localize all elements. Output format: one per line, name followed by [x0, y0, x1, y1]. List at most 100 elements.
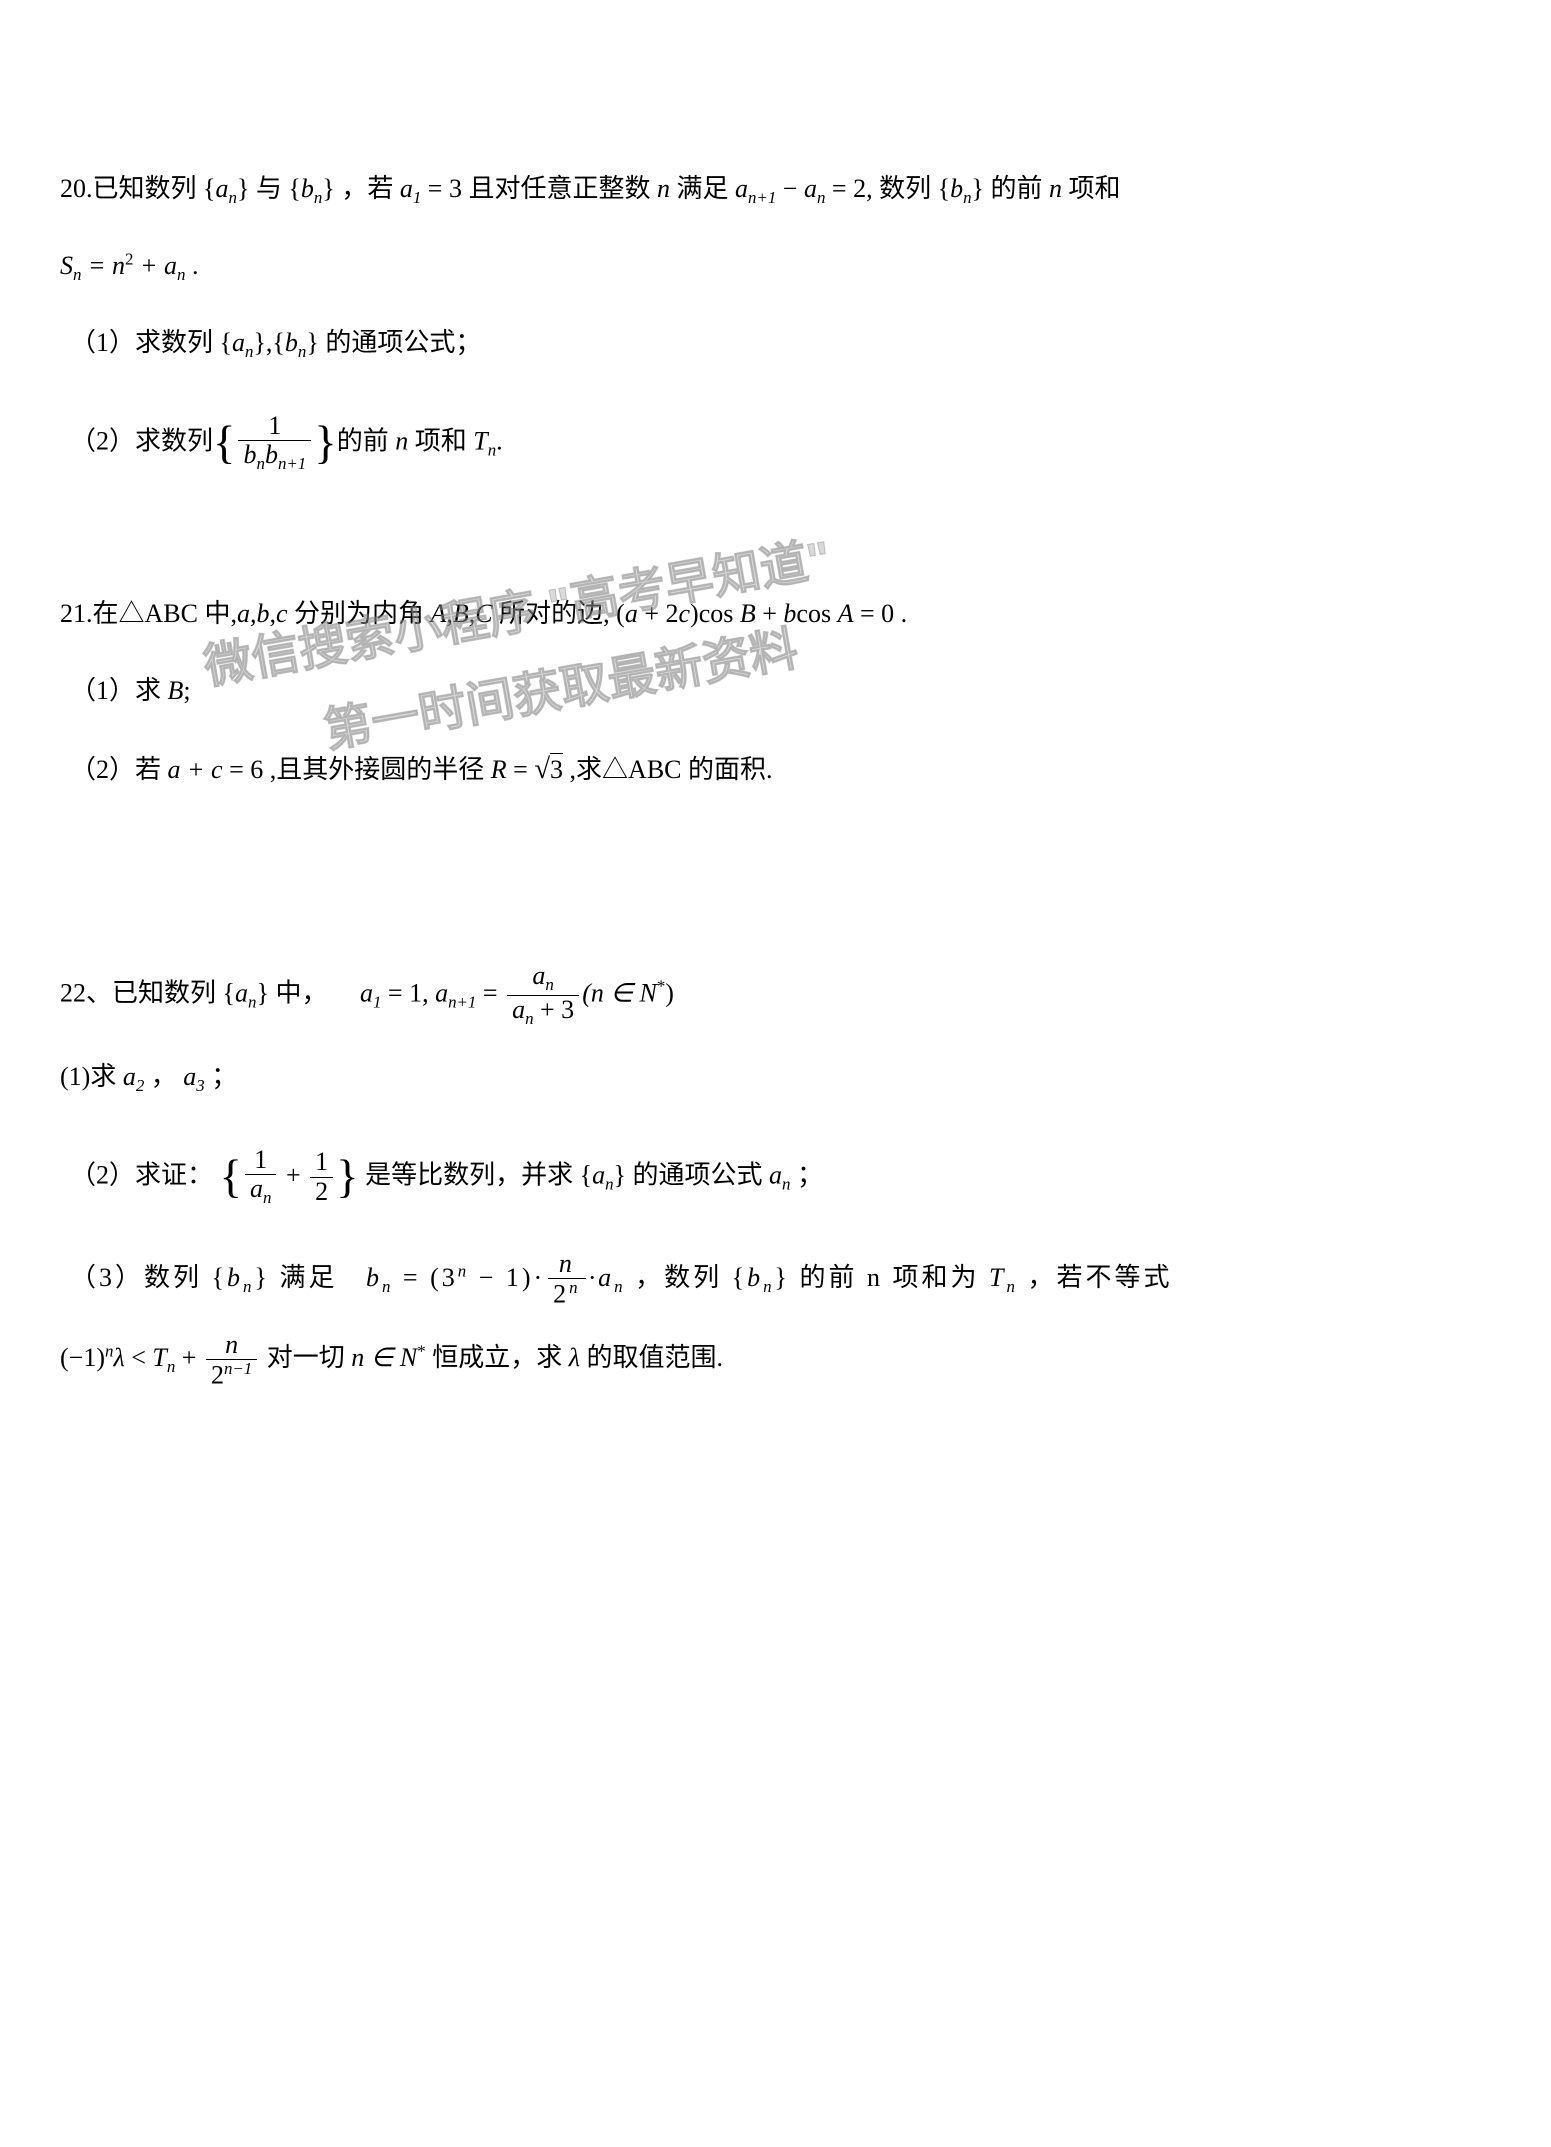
text: (−1) — [60, 1343, 105, 1372]
var-a: a — [435, 978, 448, 1007]
sub: n — [545, 975, 553, 994]
text: } 的通项公式； — [306, 328, 481, 357]
text: = 0 . — [853, 599, 907, 628]
brace: } — [775, 1263, 790, 1292]
sub-2: 2 — [136, 1077, 144, 1096]
var-ABC: A,B,C — [431, 599, 493, 628]
var-a: a — [804, 174, 817, 203]
sub-n: n — [228, 188, 236, 207]
text: 项和 — [1062, 174, 1121, 203]
text: 的取值范围. — [587, 1343, 724, 1372]
q20-sn-line: Sn = n2 + an . — [60, 237, 1491, 294]
text: ，若不等式 — [1027, 1263, 1172, 1292]
text: = n — [81, 251, 125, 280]
sqrt-icon: √ — [534, 754, 550, 785]
text: − — [776, 174, 804, 203]
brace: } — [254, 1263, 269, 1292]
sub-n1: n+1 — [448, 992, 476, 1011]
sub: n+1 — [278, 455, 306, 474]
var-a: a — [232, 328, 245, 357]
text: 在△ABC 中, — [93, 599, 237, 628]
var-n: n — [1049, 174, 1062, 203]
text: },{ — [253, 328, 284, 357]
sub: n — [263, 1189, 271, 1208]
problem-21: 21.在△ABC 中,a,b,c 分别为内角 A,B,C 所对的边, (a + … — [60, 585, 1491, 802]
text: = 3 且对任意正整数 — [421, 174, 657, 203]
brace: { — [732, 1263, 747, 1292]
var-b: b — [285, 328, 298, 357]
denominator: bnbn+1 — [238, 441, 311, 474]
q22-stem: 22、已知数列 {an} 中， a1 = 1, an+1 = anan + 3(… — [60, 962, 1491, 1029]
var-B: B — [740, 599, 756, 628]
numerator: 1 — [245, 1146, 276, 1176]
var: a — [512, 995, 525, 1024]
text: = — [476, 978, 504, 1007]
brace: } — [614, 1160, 626, 1189]
q20-stem: 20.已知数列 {an} 与 {bn} ，若 a1 = 3 且对任意正整数 n … — [60, 160, 1491, 217]
var-a: a — [400, 174, 413, 203]
sub-n: n — [243, 1277, 254, 1296]
text: 满足 — [279, 1263, 337, 1292]
q21-number: 21. — [60, 599, 93, 628]
var-lambda: λ — [569, 1343, 580, 1372]
var-b: b — [950, 174, 963, 203]
var-b: b — [227, 1263, 243, 1292]
q22-part3-line1: （3）数列 {bn} 满足 bn = (3n − 1)·n2n·an ，数列 {… — [70, 1249, 1491, 1310]
den: 2n — [548, 1279, 585, 1309]
var-a: a — [769, 1160, 782, 1189]
text: 2 — [553, 1280, 569, 1309]
text: + — [756, 599, 784, 628]
num: 1 — [310, 1148, 333, 1178]
text: （3）数列 — [70, 1263, 212, 1292]
text: + a — [133, 251, 177, 280]
text: } 的前 — [972, 174, 1049, 203]
text: 已知数列 { — [93, 174, 216, 203]
text: 的通项公式 — [633, 1160, 770, 1189]
sub-n1: n+1 — [748, 188, 776, 207]
var-T: T — [473, 426, 487, 455]
text: = (3 — [393, 1263, 457, 1292]
var-a: a — [183, 1062, 196, 1091]
sub: n — [525, 1009, 533, 1028]
numerator: an — [507, 962, 579, 996]
var-b: b — [783, 599, 796, 628]
text: 的前 — [337, 426, 396, 455]
text: ； — [790, 1160, 823, 1189]
q21-part1: （1）求 B; — [70, 662, 1491, 719]
text: 2 — [211, 1361, 224, 1390]
fraction: 12 — [310, 1148, 333, 1206]
var-b: b — [366, 1263, 382, 1292]
var-n: n — [395, 426, 408, 455]
text: ·a — [589, 1263, 615, 1292]
text: = 1, — [381, 978, 435, 1007]
brace-icon: } — [336, 1151, 358, 1203]
var-a: a — [235, 978, 248, 1007]
text: ， — [144, 1062, 183, 1091]
sup: n — [569, 1278, 580, 1297]
brace: { — [212, 1263, 227, 1292]
problem-22: 22、已知数列 {an} 中， a1 = 1, an+1 = anan + 3(… — [60, 962, 1491, 1391]
sub-n: n — [605, 1174, 613, 1193]
var-b: b — [243, 440, 256, 469]
text: + 2 — [638, 599, 679, 628]
sub-n: n — [963, 188, 971, 207]
fraction: anan + 3 — [507, 962, 579, 1029]
den: 2n−1 — [206, 1360, 257, 1390]
var-a: a — [123, 1062, 136, 1091]
sup-star: * — [417, 1342, 425, 1361]
var: a + c — [168, 755, 223, 784]
denominator: an — [245, 1175, 276, 1208]
var-a: a — [625, 599, 638, 628]
sup-n: n — [458, 1261, 469, 1280]
brace-icon: { — [213, 417, 235, 469]
text: 所对的边, ( — [493, 599, 625, 628]
text: 已知数列 — [112, 978, 223, 1007]
text: . — [496, 426, 503, 455]
sub-n: n — [614, 1277, 625, 1296]
var-abc: a,b,c — [237, 599, 288, 628]
var: a — [250, 1174, 263, 1203]
text: (n ∈ N — [582, 978, 657, 1007]
sub-n: n — [1007, 1277, 1018, 1296]
var-lambda: λ — [113, 1343, 124, 1372]
var-c: c — [678, 599, 690, 628]
